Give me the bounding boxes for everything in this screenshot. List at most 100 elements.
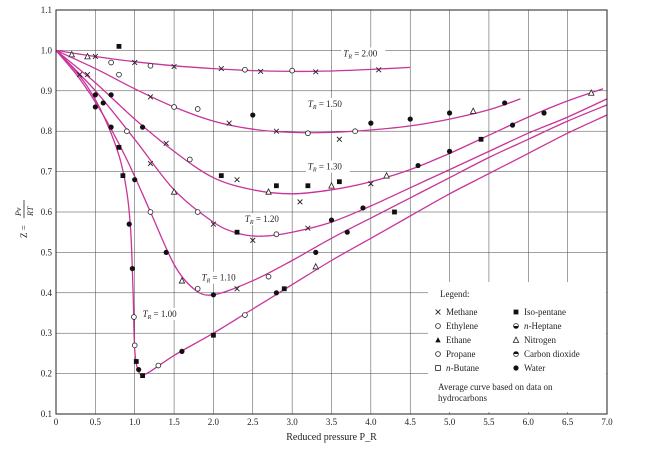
data-point bbox=[415, 162, 421, 169]
curve-label-bg bbox=[242, 213, 287, 226]
legend-marker bbox=[435, 309, 441, 315]
curve-label: TR = 1.20 bbox=[245, 214, 280, 226]
data-point bbox=[147, 94, 154, 100]
data-point bbox=[163, 140, 169, 147]
data-point bbox=[234, 286, 240, 292]
data-point bbox=[84, 71, 91, 78]
data-point bbox=[305, 225, 311, 231]
legend-marker bbox=[435, 323, 441, 329]
data-point bbox=[132, 177, 138, 183]
y-tick-label: 0.3 bbox=[41, 328, 53, 338]
x-tick-label: 4.0 bbox=[365, 417, 377, 427]
data-point bbox=[305, 183, 311, 189]
data-point bbox=[131, 59, 138, 66]
legend-item-label: Iso-pentane bbox=[524, 307, 566, 317]
data-point bbox=[108, 124, 114, 130]
data-point bbox=[265, 273, 272, 280]
data-point bbox=[116, 144, 122, 150]
data-point bbox=[92, 104, 98, 110]
data-point bbox=[155, 362, 162, 369]
data-point bbox=[120, 173, 126, 179]
y-tick-label: 1.0 bbox=[41, 45, 53, 55]
x-tick-label: 0 bbox=[54, 417, 59, 427]
data-point bbox=[289, 67, 295, 74]
data-point bbox=[265, 188, 272, 195]
data-point bbox=[313, 69, 319, 75]
data-point bbox=[147, 62, 154, 69]
data-point bbox=[587, 89, 595, 96]
data-point bbox=[131, 342, 138, 349]
data-point bbox=[131, 314, 137, 320]
data-point bbox=[147, 160, 154, 167]
x-tick-label: 6.5 bbox=[562, 417, 574, 427]
data-point bbox=[336, 136, 343, 142]
curve-label-bg bbox=[341, 47, 386, 60]
x-tick-label: 3.0 bbox=[287, 417, 299, 427]
data-point bbox=[392, 209, 397, 215]
series-line bbox=[55, 49, 521, 134]
data-point bbox=[194, 285, 201, 292]
y-tick-label: 0.2 bbox=[41, 369, 52, 379]
data-point bbox=[478, 136, 484, 142]
x-tick-label: 1.0 bbox=[129, 417, 141, 427]
x-tick-label: 5.5 bbox=[483, 417, 495, 427]
x-tick-label: 7.0 bbox=[601, 417, 613, 427]
legend-marker bbox=[512, 336, 520, 343]
y-tick-label: 0.7 bbox=[41, 167, 53, 177]
data-point bbox=[250, 112, 256, 118]
legend-item-label: Carbon dioxide bbox=[524, 349, 580, 359]
data-point bbox=[129, 265, 135, 272]
y-tick-label: 0.6 bbox=[41, 207, 53, 217]
data-point bbox=[509, 122, 516, 128]
legend-item-label: Ethane bbox=[446, 335, 471, 345]
legend-item-label: Propane bbox=[446, 349, 476, 359]
data-point bbox=[242, 66, 248, 73]
data-point bbox=[147, 209, 154, 215]
y-tick-label: 0.8 bbox=[41, 126, 53, 136]
data-point bbox=[171, 63, 177, 70]
curve-label: TR = 1.10 bbox=[202, 273, 237, 285]
y-axis-label-denominator: RT bbox=[26, 206, 35, 217]
data-point bbox=[446, 110, 453, 116]
x-tick-label: 5.0 bbox=[444, 417, 456, 427]
data-point bbox=[126, 221, 132, 227]
data-point bbox=[84, 52, 91, 60]
data-point bbox=[108, 59, 114, 66]
data-point bbox=[368, 181, 374, 187]
data-point bbox=[469, 107, 477, 114]
series-line bbox=[55, 49, 608, 376]
data-point bbox=[502, 100, 508, 106]
data-point bbox=[116, 43, 122, 49]
data-point bbox=[194, 209, 201, 215]
series-line bbox=[55, 49, 411, 73]
data-point bbox=[108, 92, 114, 98]
data-point bbox=[68, 50, 76, 58]
data-point bbox=[218, 173, 224, 179]
legend-item-label: Nitrogen bbox=[524, 335, 556, 345]
legend-item-label: n-Heptane bbox=[524, 321, 561, 331]
legend-marker bbox=[513, 351, 519, 357]
y-tick-label: 1.1 bbox=[41, 5, 52, 15]
x-tick-label: 4.5 bbox=[405, 417, 417, 427]
data-point bbox=[76, 71, 83, 78]
curve-label: TR = 1.50 bbox=[308, 99, 343, 111]
legend-marker bbox=[435, 337, 441, 343]
legend-marker bbox=[513, 365, 519, 371]
data-point bbox=[170, 188, 178, 195]
y-tick-label: 0.4 bbox=[41, 288, 53, 298]
data-point bbox=[92, 92, 98, 98]
data-point bbox=[274, 183, 279, 189]
data-markers bbox=[68, 43, 595, 379]
data-point bbox=[139, 124, 146, 130]
data-point bbox=[446, 148, 453, 154]
data-point bbox=[178, 276, 186, 284]
series-line bbox=[55, 49, 608, 296]
y-axis-label-numerator: Pv bbox=[14, 207, 23, 217]
data-point bbox=[313, 249, 319, 255]
data-point bbox=[234, 176, 240, 183]
data-point bbox=[194, 106, 201, 112]
x-tick-label: 2.0 bbox=[208, 417, 220, 427]
data-point bbox=[407, 116, 413, 122]
data-point bbox=[171, 104, 177, 110]
